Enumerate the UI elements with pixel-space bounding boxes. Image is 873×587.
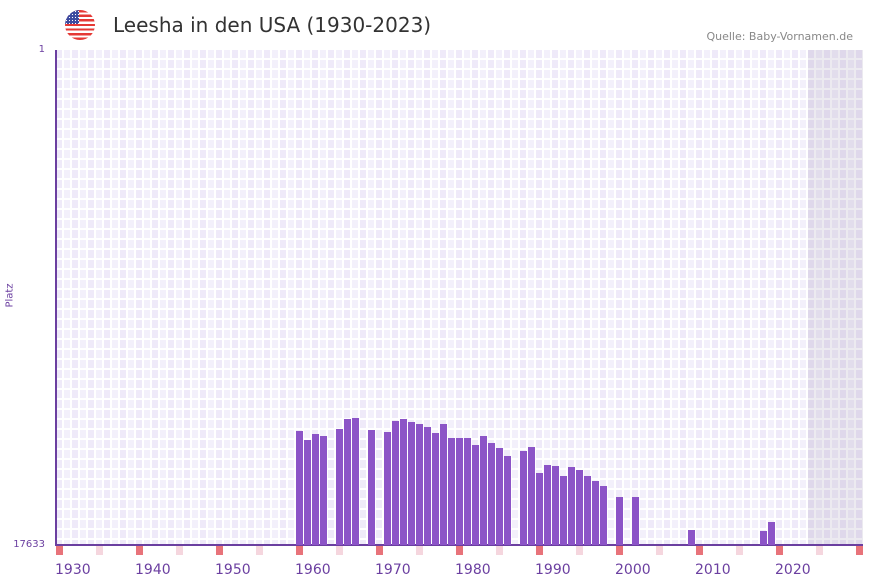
bar-1961 — [304, 439, 311, 545]
year-marker-1945 — [176, 546, 183, 555]
bar-1985 — [496, 447, 503, 545]
year-marker-1930 — [56, 546, 63, 555]
year-marker-2020 — [776, 546, 783, 555]
year-marker-1935 — [96, 546, 103, 555]
bar-2009 — [688, 529, 695, 545]
bar-1963 — [320, 435, 327, 545]
year-marker-1950 — [216, 546, 223, 555]
year-marker-1980 — [456, 546, 463, 555]
bar-1966 — [344, 418, 351, 545]
year-marker-1990 — [536, 546, 543, 555]
bar-1984 — [488, 442, 495, 545]
year-marker-2015 — [736, 546, 743, 555]
source-label: Quelle: Baby-Vornamen.de — [706, 30, 853, 43]
bar-1971 — [384, 431, 391, 545]
x-tick-label: 1930 — [55, 562, 91, 578]
bar-1988 — [520, 450, 527, 545]
us-flag-icon — [65, 10, 95, 40]
bar-2000 — [616, 496, 623, 545]
year-marker-1995 — [576, 546, 583, 555]
x-tick-label: 1950 — [215, 562, 251, 578]
x-tick-label: 2020 — [775, 562, 811, 578]
bar-1978 — [440, 423, 447, 545]
bar-1998 — [600, 485, 607, 545]
bar-1965 — [336, 428, 343, 545]
bar-1993 — [560, 475, 567, 545]
bar-1973 — [400, 418, 407, 545]
year-marker-2025 — [816, 546, 823, 555]
bar-1980 — [456, 437, 463, 545]
year-marker-1955 — [256, 546, 263, 555]
x-tick-label: 1940 — [135, 562, 171, 578]
year-marker-1985 — [496, 546, 503, 555]
year-marker-2010 — [696, 546, 703, 555]
x-tick-label: 1970 — [375, 562, 411, 578]
bar-1994 — [568, 466, 575, 545]
x-tick-label: 2010 — [695, 562, 731, 578]
bar-1975 — [416, 423, 423, 545]
bar-1969 — [368, 429, 375, 545]
chart-title: Leesha in den USA (1930-2023) — [113, 13, 432, 37]
bar-1992 — [552, 465, 559, 545]
bar-2018 — [760, 530, 767, 545]
future-shade — [808, 50, 863, 545]
bar-1991 — [544, 464, 551, 545]
bar-2019 — [768, 521, 775, 545]
year-marker-1965 — [336, 546, 343, 555]
year-marker-2000 — [616, 546, 623, 555]
bar-1990 — [536, 472, 543, 545]
bar-1967 — [352, 417, 359, 545]
year-marker-2030 — [856, 546, 863, 555]
bar-1995 — [576, 469, 583, 545]
x-tick-label: 2000 — [615, 562, 651, 578]
x-tick-label: 1980 — [455, 562, 491, 578]
y-axis — [55, 50, 57, 545]
bar-1974 — [408, 421, 415, 545]
bar-1960 — [296, 430, 303, 545]
bar-1997 — [592, 480, 599, 545]
x-tick-label: 1960 — [295, 562, 331, 578]
year-marker-1960 — [296, 546, 303, 555]
bar-1979 — [448, 437, 455, 545]
x-tick-label: 1990 — [535, 562, 571, 578]
y-tick-label: 1 — [38, 44, 45, 55]
year-marker-1940 — [136, 546, 143, 555]
bar-1977 — [432, 432, 439, 545]
y-tick-label: 17633 — [13, 539, 45, 550]
bar-1982 — [472, 444, 479, 545]
plot-area — [56, 50, 863, 545]
bar-1986 — [504, 455, 511, 545]
bar-1981 — [464, 437, 471, 545]
y-axis-title: Platz — [4, 283, 16, 308]
bar-1989 — [528, 446, 535, 545]
bar-2002 — [632, 496, 639, 545]
bar-1983 — [480, 435, 487, 545]
bar-1962 — [312, 433, 319, 545]
year-marker-1970 — [376, 546, 383, 555]
bar-1996 — [584, 475, 591, 545]
bar-1972 — [392, 420, 399, 545]
year-marker-2005 — [656, 546, 663, 555]
year-marker-1975 — [416, 546, 423, 555]
bar-1976 — [424, 426, 431, 545]
